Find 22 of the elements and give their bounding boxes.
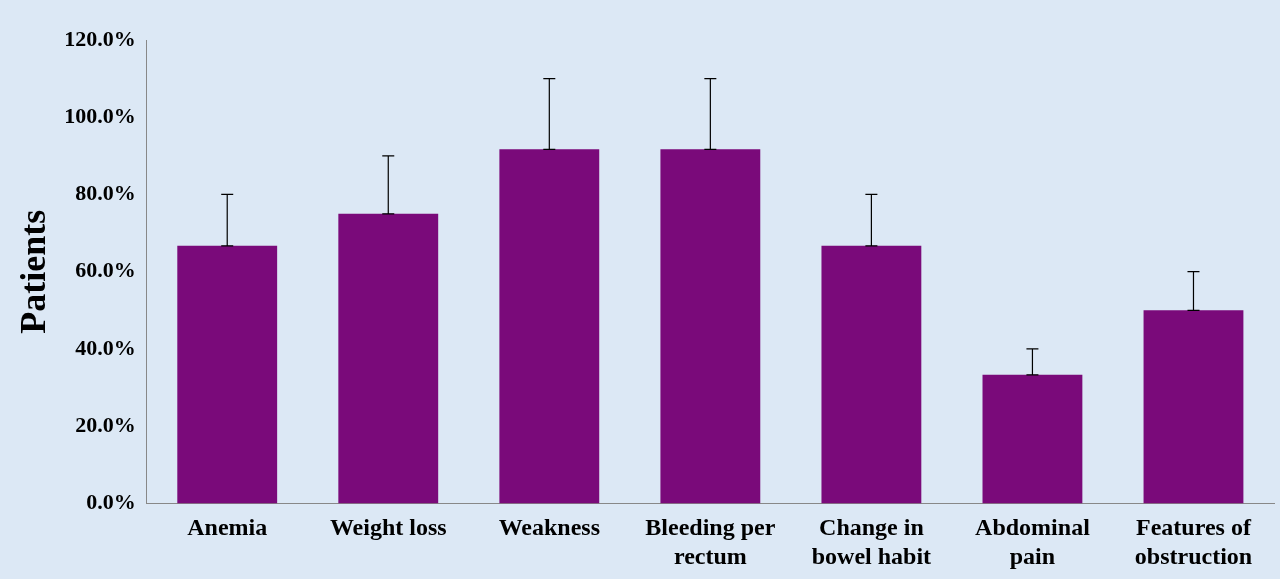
x-tick-label: Weakness bbox=[498, 514, 600, 540]
bar bbox=[499, 149, 600, 504]
y-tick-label: 40.0% bbox=[75, 334, 136, 360]
x-tick-label: Weight loss bbox=[329, 514, 447, 540]
bar bbox=[821, 245, 922, 504]
y-axis-title: Patients bbox=[12, 209, 53, 334]
x-tick-label: Bleeding per rectum bbox=[645, 514, 776, 569]
y-tick-label: 80.0% bbox=[75, 180, 136, 206]
bar bbox=[1143, 310, 1244, 504]
bar bbox=[660, 149, 761, 504]
x-tick-label: Features of obstruction bbox=[1134, 514, 1253, 569]
y-tick-label: 20.0% bbox=[75, 411, 136, 437]
x-tick-label: Anemia bbox=[187, 514, 268, 540]
y-tick-label: 100.0% bbox=[64, 102, 136, 128]
y-tick-label: 120.0% bbox=[64, 25, 136, 51]
bar bbox=[338, 213, 439, 504]
x-tick-label: Change in bowel habit bbox=[811, 514, 932, 569]
bar bbox=[982, 374, 1083, 504]
x-tick-label: Abdominal pain bbox=[975, 514, 1091, 569]
y-tick-label: 0.0% bbox=[86, 489, 136, 515]
bar bbox=[177, 245, 278, 504]
y-tick-label: 60.0% bbox=[75, 257, 136, 283]
